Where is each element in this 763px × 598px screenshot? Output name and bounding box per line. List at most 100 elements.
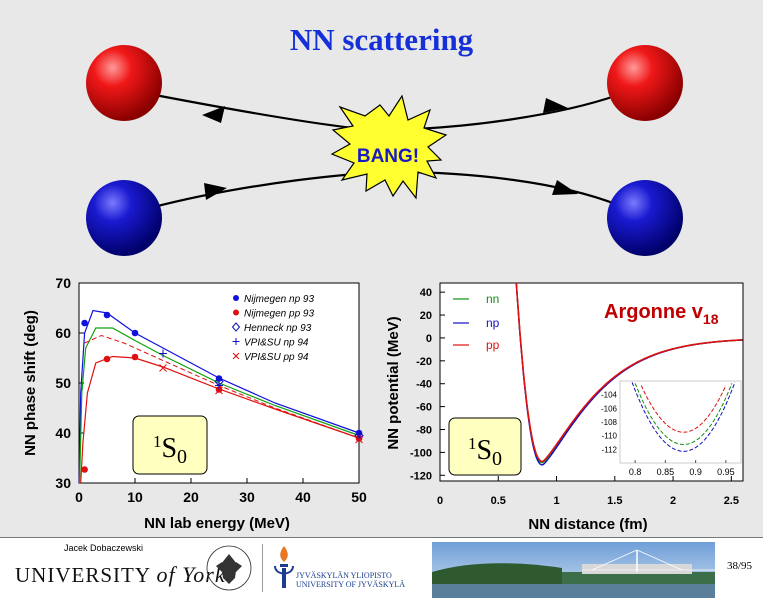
bang-label: BANG! — [357, 146, 419, 167]
legend-marker — [233, 295, 239, 301]
red-ball-left — [86, 45, 162, 121]
inset-curve — [634, 383, 733, 446]
argonne-title: Argonne v18 — [604, 301, 719, 327]
bang-burst — [330, 94, 448, 200]
inset-xtick: 0.9 — [689, 467, 702, 477]
phase-xtick: 50 — [351, 489, 367, 505]
np-curve — [78, 309, 360, 484]
phase-state-letter: S — [161, 433, 177, 464]
red-ball-right — [607, 45, 683, 121]
np-green-curve — [79, 327, 360, 484]
legend-label: VPI&SU pp 94 — [244, 352, 309, 363]
page-number: 38/95 — [727, 560, 753, 572]
legend-marker — [233, 309, 239, 316]
author-name: Jacek Dobaczewski — [64, 543, 144, 553]
phase-ytick: 60 — [55, 325, 71, 341]
phase-xtick: 40 — [295, 489, 311, 505]
phase-point — [215, 386, 223, 395]
potential-ytick: -120 — [410, 470, 432, 482]
svg-text:1S0: 1S0 — [153, 432, 187, 468]
arrow-right-icon — [552, 180, 578, 195]
potential-ytick: -80 — [416, 424, 432, 436]
jyvaskyla-logo-icon — [274, 546, 294, 588]
potential-ytick: -60 — [416, 402, 432, 414]
potential-chart: 0 0.5 1 1.5 2 2.5 40 20 0 -20 -40 -60 -80 -100 -120 nn… — [385, 282, 744, 533]
footer: Jacek Dobaczewski UNIVERSITY of York JYV… — [0, 537, 763, 598]
legend-label: Henneck np 93 — [244, 323, 312, 334]
pp-curve — [80, 355, 360, 484]
inset-xtick: 0.8 — [629, 467, 642, 477]
pp-curve — [515, 282, 743, 463]
blue-ball-left — [86, 180, 162, 256]
potential-state-multiplicity: 1 — [468, 434, 477, 453]
phase-xtick: 0 — [75, 489, 83, 505]
potential-ytick: -40 — [416, 379, 432, 391]
potential-ytick: 0 — [426, 333, 432, 345]
potential-ytick: 40 — [420, 287, 432, 299]
potential-ylabel: NN potential (MeV) — [385, 316, 402, 449]
inset-ytick: -112 — [602, 445, 618, 454]
potential-ytick: -100 — [410, 447, 432, 459]
phase-state-multiplicity: 1 — [153, 432, 162, 451]
phase-ytick: 50 — [55, 375, 71, 391]
potential-xtick: 0.5 — [491, 495, 506, 507]
phase-point — [355, 435, 363, 444]
phase-xtick: 20 — [183, 489, 199, 505]
potential-state-sub: 0 — [492, 448, 502, 470]
inset-chart: 0.8 0.85 0.9 0.95 -104 -106 -108 -110 -112 — [601, 380, 742, 477]
arrow-left-icon — [543, 98, 568, 113]
phase-point — [215, 375, 223, 382]
phase-point — [131, 329, 139, 337]
phase-xlabel: NN lab energy (MeV) — [144, 515, 290, 532]
phase-state-label: 1S0 — [132, 415, 208, 475]
potential-xtick: 1 — [553, 495, 559, 507]
seal-divider — [262, 544, 263, 592]
slide-title: NN scattering — [289, 22, 474, 57]
phase-point — [103, 355, 111, 363]
phase-point — [81, 319, 88, 327]
jyvaskyla-line2: UNIVERSITY OF JYVÄSKYLÄ — [296, 580, 406, 589]
potential-xtick: 2 — [670, 495, 676, 507]
potential-xtick: 0 — [437, 495, 443, 507]
legend-label: VPI&SU np 94 — [244, 338, 309, 349]
potential-ytick: 20 — [420, 310, 432, 322]
legend-marker — [231, 322, 241, 332]
arrow-left-icon — [202, 106, 225, 123]
scattering-diagram: BANG! — [86, 45, 683, 256]
phase-point — [103, 311, 111, 319]
phase-point — [159, 364, 167, 372]
legend-label: Nijmegen pp 93 — [244, 309, 314, 320]
phase-ytick: 30 — [55, 475, 71, 491]
legend-nn: nn — [486, 292, 499, 306]
potential-xlabel: NN distance (fm) — [528, 516, 647, 533]
inset-ytick: -108 — [601, 418, 618, 427]
potential-state-label: 1S0 — [448, 417, 522, 476]
legend-label: Nijmegen np 93 — [244, 294, 314, 305]
potential-legend: nn np pp — [453, 292, 500, 352]
legend-pp: pp — [486, 338, 500, 352]
potential-ytick: -20 — [416, 356, 432, 368]
potential-xtick: 1.5 — [607, 495, 622, 507]
svg-text:1S0: 1S0 — [468, 434, 502, 470]
phase-state-sub: 0 — [177, 446, 187, 468]
york-logo: UNIVERSITY of York — [15, 562, 226, 587]
potential-state-letter: S — [476, 435, 492, 466]
inset-curve — [640, 385, 727, 433]
inset-ytick: -104 — [601, 391, 618, 400]
phase-ylabel: NN phase shift (deg) — [22, 310, 39, 456]
inset-xtick: 0.95 — [717, 467, 735, 477]
phase-point — [131, 353, 139, 361]
phase-ytick: 40 — [55, 425, 71, 441]
jyvaskyla-line1: JYVÄSKYLÄN YLIOPISTO — [296, 571, 392, 580]
potential-xtick: 2.5 — [724, 495, 739, 507]
phase-xtick: 10 — [127, 489, 143, 505]
blue-ball-right — [607, 180, 683, 256]
inset-ytick: -110 — [602, 432, 618, 441]
warsaw-seal-icon — [206, 545, 252, 591]
phase-point — [215, 381, 223, 390]
slide: NN scattering BANG! 0 10 — [0, 0, 763, 537]
phase-ytick: 70 — [55, 275, 71, 291]
legend-marker — [232, 352, 240, 360]
arrow-right-icon — [204, 183, 227, 200]
